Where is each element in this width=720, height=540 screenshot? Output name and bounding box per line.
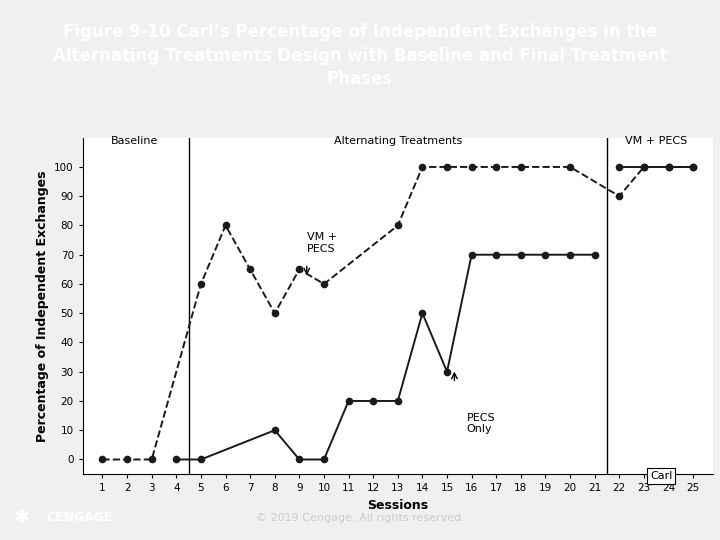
Text: © 2019 Cengage. All rights reserved.: © 2019 Cengage. All rights reserved. bbox=[256, 513, 464, 523]
Text: Baseline: Baseline bbox=[111, 137, 158, 146]
Text: ✱: ✱ bbox=[14, 508, 30, 528]
Y-axis label: Percentage of Independent Exchanges: Percentage of Independent Exchanges bbox=[35, 170, 48, 442]
Text: Alternating Treatments: Alternating Treatments bbox=[333, 137, 462, 146]
Text: VM +
PECS: VM + PECS bbox=[307, 232, 337, 254]
Text: CENGAGE: CENGAGE bbox=[47, 511, 114, 524]
Text: Figure 9-10 Carl’s Percentage of Independent Exchanges in the
Alternating Treatm: Figure 9-10 Carl’s Percentage of Indepen… bbox=[53, 23, 667, 89]
Text: PECS
Only: PECS Only bbox=[467, 413, 495, 434]
X-axis label: Sessions: Sessions bbox=[367, 499, 428, 512]
Text: VM + PECS: VM + PECS bbox=[625, 137, 688, 146]
Text: Carl: Carl bbox=[650, 471, 672, 481]
